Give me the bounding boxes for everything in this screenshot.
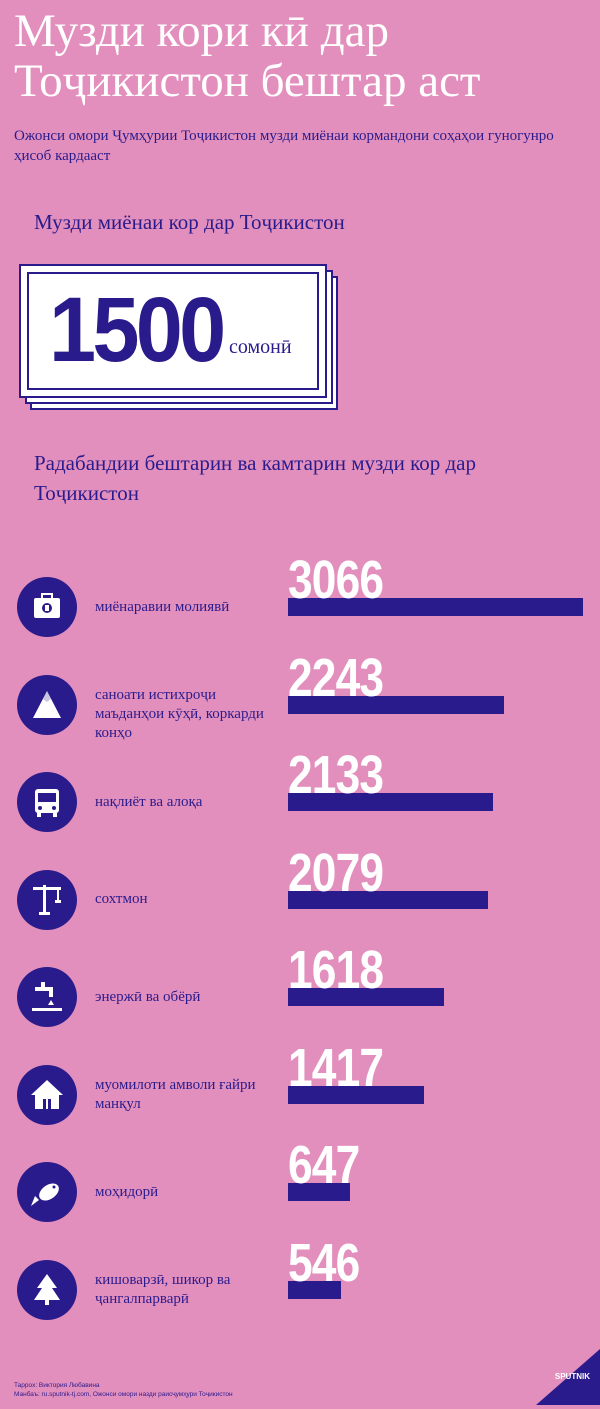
category-label: кишоварзӣ, шикор ва ҷангалпарварӣ — [95, 1271, 231, 1307]
sputnik-logo-icon — [536, 1349, 600, 1407]
bar-value-label: 2243 — [288, 647, 384, 708]
banknote-border — [27, 272, 319, 390]
page-title: Музди кори кӣ дар Тоҷикистон бештар аст — [14, 5, 481, 107]
bar-value-label: 546 — [288, 1232, 360, 1293]
sputnik-logo-text: SPUTNIK — [554, 1372, 590, 1381]
category-label: энержӣ ва обёрӣ — [95, 988, 201, 1005]
category-label: моҳидорӣ — [95, 1183, 159, 1200]
crane-icon — [17, 869, 77, 930]
bar — [288, 1085, 424, 1104]
fish-icon — [17, 1162, 77, 1222]
mountain-icon — [17, 674, 77, 735]
bus-icon — [17, 772, 77, 832]
category-label: саноати истихроҷи маъданҳои кӯҳӣ, коркар… — [95, 686, 264, 741]
average-heading: Музди миёнаи кор дар Тоҷикистон — [34, 210, 345, 234]
banknote-front: 1500 сомонӣ — [19, 264, 327, 398]
briefcase-money-icon — [17, 577, 77, 637]
bar — [288, 988, 444, 1006]
tree-icon — [17, 1259, 77, 1320]
bar-value-label: 647 — [288, 1135, 360, 1195]
bar-value-label: 1417 — [288, 1037, 384, 1098]
bar-value-label: 1618 — [288, 940, 384, 1000]
bar — [288, 793, 493, 811]
sputnik-logo: SPUTNIK — [536, 1349, 600, 1407]
average-salary-value: 1500 — [49, 279, 226, 381]
bar — [288, 1280, 341, 1299]
average-salary-unit: сомонӣ — [229, 336, 292, 358]
category-label: сохтмон — [95, 891, 148, 907]
water-tap-icon — [17, 967, 77, 1027]
bar — [288, 890, 488, 909]
bar — [288, 598, 583, 616]
bar-value-label: 3066 — [288, 550, 384, 610]
bar-value-label: 2079 — [288, 842, 384, 903]
category-label: нақлиёт ва алоқа — [95, 793, 203, 810]
bar — [288, 695, 504, 714]
category-label: муомилоти амволи ғайри манқул — [95, 1076, 256, 1112]
footer-author: Таррох: Виктория Любавина — [14, 1382, 100, 1389]
bar-value-label: 2133 — [288, 745, 384, 805]
page-subtitle: Ожонси омори Ҷумҳурии Тоҷикистон музди м… — [14, 128, 554, 164]
ranking-heading: Радабандии бештарин ва камтарин музди ко… — [34, 451, 476, 505]
bar — [288, 1183, 350, 1201]
footer-source: Манбаъ: ru.sputnik-tj.com, Ожонси омори … — [14, 1391, 233, 1398]
category-label: миёнаравии молиявӣ — [95, 598, 230, 615]
house-icon — [17, 1064, 77, 1125]
